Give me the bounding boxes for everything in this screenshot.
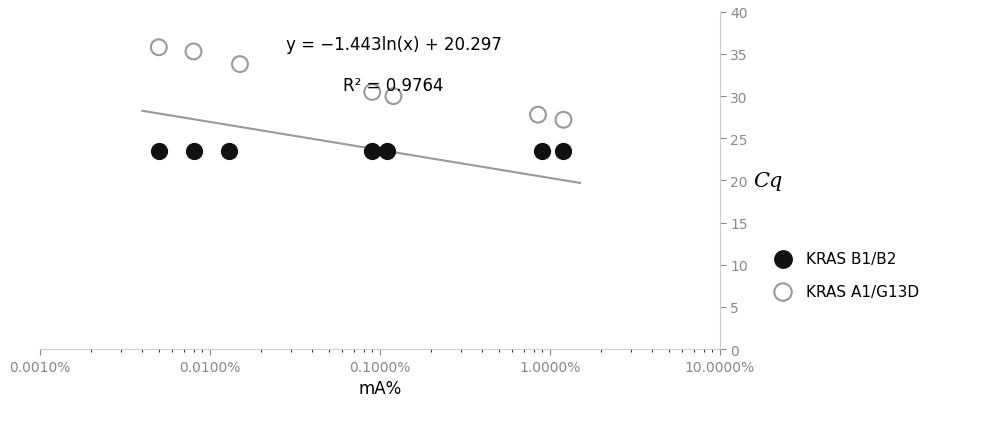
- KRAS B1/B2: [221, 148, 237, 155]
- KRAS B1/B2: [534, 148, 550, 155]
- Text: R² = 0.9764: R² = 0.9764: [343, 77, 444, 95]
- KRAS A1/G13D: [232, 61, 248, 68]
- Y-axis label: Cq: Cq: [753, 172, 782, 190]
- KRAS B1/B2: [555, 148, 571, 155]
- Legend: KRAS B1/B2, KRAS A1/G13D: KRAS B1/B2, KRAS A1/G13D: [762, 245, 925, 305]
- KRAS B1/B2: [151, 148, 167, 155]
- KRAS A1/G13D: [364, 89, 380, 96]
- KRAS B1/B2: [186, 148, 202, 155]
- KRAS B1/B2: [364, 148, 380, 155]
- KRAS A1/G13D: [530, 112, 546, 119]
- X-axis label: mA%: mA%: [358, 379, 402, 397]
- KRAS B1/B2: [379, 148, 395, 155]
- Text: y = −1.443ln(x) + 20.297: y = −1.443ln(x) + 20.297: [286, 36, 502, 54]
- KRAS A1/G13D: [555, 117, 571, 124]
- KRAS A1/G13D: [385, 93, 401, 100]
- KRAS A1/G13D: [186, 49, 202, 56]
- KRAS A1/G13D: [151, 45, 167, 52]
